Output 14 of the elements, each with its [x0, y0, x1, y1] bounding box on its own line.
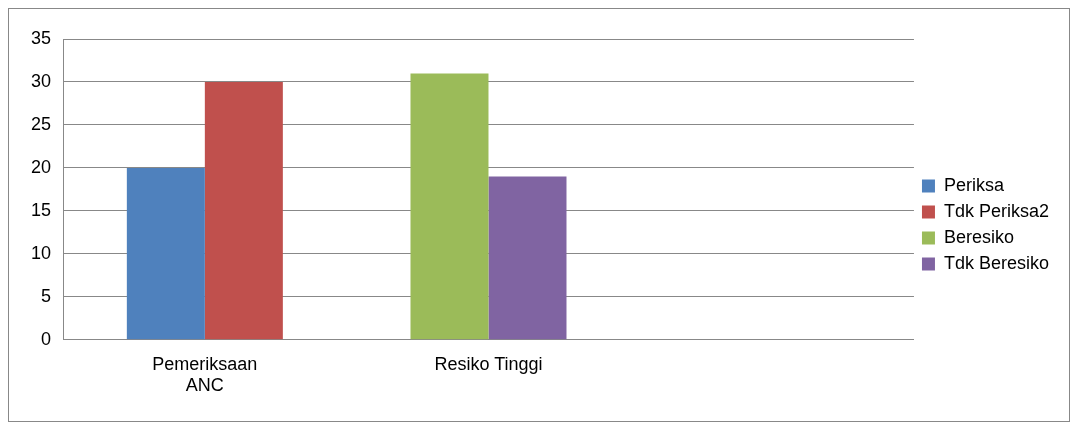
legend-label: Tdk Periksa2 — [943, 200, 1050, 221]
legend-label: Periksa — [943, 174, 1005, 195]
y-tick-label: 35 — [30, 27, 52, 48]
y-tick-label: 10 — [30, 242, 52, 263]
legend-label: Tdk Beresiko — [943, 252, 1050, 273]
y-tick-label: 5 — [41, 285, 52, 306]
x-tick-label: Resiko Tinggi — [434, 353, 543, 374]
legend-label: Beresiko — [943, 226, 1014, 247]
y-tick-label: 30 — [30, 70, 52, 91]
x-tick-label: Pemeriksaan ANC — [152, 353, 258, 396]
y-tick-label: 15 — [30, 199, 52, 220]
y-tick-label: 20 — [30, 156, 52, 177]
y-tick-label: 0 — [41, 328, 52, 349]
y-tick-label: 25 — [30, 113, 52, 134]
